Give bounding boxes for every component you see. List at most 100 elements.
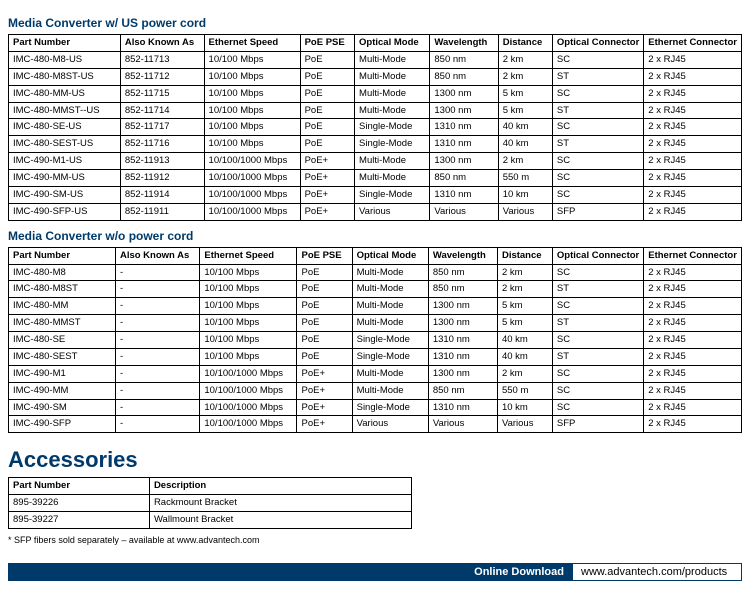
- table-cell: PoE: [297, 281, 352, 298]
- table-row: 895-39227Wallmount Bracket: [9, 512, 412, 529]
- table-cell: 550 m: [497, 382, 552, 399]
- table-cell: SC: [552, 119, 643, 136]
- table-cell: 10/100/1000 Mbps: [200, 365, 297, 382]
- download-url[interactable]: www.advantech.com/products: [572, 563, 742, 581]
- table-cell: -: [115, 365, 199, 382]
- table-cell: 895-39227: [9, 512, 150, 529]
- table-cell: 1310 nm: [428, 399, 497, 416]
- table-cell: 5 km: [497, 315, 552, 332]
- table-cell: Single-Mode: [355, 136, 430, 153]
- table-cell: 10/100 Mbps: [200, 332, 297, 349]
- table-cell: 852-11913: [120, 153, 204, 170]
- table-cell: IMC-480-SEST: [9, 348, 116, 365]
- table-cell: 40 km: [498, 119, 552, 136]
- table-cell: 10/100 Mbps: [200, 348, 297, 365]
- table-cell: PoE+: [297, 382, 352, 399]
- table-cell: 10/100/1000 Mbps: [204, 170, 300, 187]
- table-cell: 10/100/1000 Mbps: [204, 186, 300, 203]
- table-cell: 852-11715: [120, 85, 204, 102]
- table-cell: 10/100 Mbps: [204, 136, 300, 153]
- table-cell: Various: [355, 203, 430, 220]
- table-cell: SC: [552, 51, 643, 68]
- column-header: PoE PSE: [300, 35, 354, 52]
- table-cell: Various: [430, 203, 498, 220]
- table-cell: Multi-Mode: [352, 382, 428, 399]
- column-header: Distance: [497, 247, 552, 264]
- table-cell: IMC-480-M8ST: [9, 281, 116, 298]
- column-header: Description: [149, 478, 411, 495]
- table-cell: 852-11713: [120, 51, 204, 68]
- table-cell: 10/100 Mbps: [204, 85, 300, 102]
- table-cell: 852-11712: [120, 68, 204, 85]
- table-cell: IMC-490-M1: [9, 365, 116, 382]
- table-cell: Multi-Mode: [355, 170, 430, 187]
- table-cell: 2 km: [498, 153, 552, 170]
- table-cell: PoE: [300, 136, 354, 153]
- table-cell: 850 nm: [428, 264, 497, 281]
- table-cell: PoE: [297, 348, 352, 365]
- table-cell: PoE+: [300, 170, 354, 187]
- table-cell: IMC-480-M8ST-US: [9, 68, 121, 85]
- table-cell: SC: [552, 85, 643, 102]
- footnote: * SFP fibers sold separately – available…: [8, 535, 742, 545]
- table-cell: ST: [552, 315, 643, 332]
- table-cell: IMC-480-MMST: [9, 315, 116, 332]
- table-cell: Single-Mode: [352, 399, 428, 416]
- table-cell: 852-11714: [120, 102, 204, 119]
- table-cell: ST: [552, 68, 643, 85]
- table-cell: Single-Mode: [352, 348, 428, 365]
- table-cell: 2 x RJ45: [644, 416, 742, 433]
- table-cell: 10/100/1000 Mbps: [200, 416, 297, 433]
- table-cell: Multi-Mode: [352, 281, 428, 298]
- table-cell: PoE+: [300, 203, 354, 220]
- table-cell: 2 km: [497, 281, 552, 298]
- table-cell: SC: [552, 264, 643, 281]
- table-cell: 10 km: [498, 186, 552, 203]
- table-cell: -: [115, 399, 199, 416]
- table-cell: Multi-Mode: [355, 68, 430, 85]
- table-cell: ST: [552, 281, 643, 298]
- table-cell: 852-11717: [120, 119, 204, 136]
- table-row: 895-39226Rackmount Bracket: [9, 495, 412, 512]
- table-cell: 895-39226: [9, 495, 150, 512]
- table-cell: ST: [552, 102, 643, 119]
- column-header: Part Number: [9, 478, 150, 495]
- table-cell: IMC-490-M1-US: [9, 153, 121, 170]
- table-cell: Multi-Mode: [355, 85, 430, 102]
- table-cell: Multi-Mode: [352, 264, 428, 281]
- table-cell: IMC-480-M8: [9, 264, 116, 281]
- column-header: Part Number: [9, 247, 116, 264]
- table-cell: 1310 nm: [430, 186, 498, 203]
- table-row: IMC-490-SFP-10/100/1000 MbpsPoE+VariousV…: [9, 416, 742, 433]
- table-cell: 2 km: [497, 365, 552, 382]
- column-header: Also Known As: [115, 247, 199, 264]
- table-cell: 2 x RJ45: [644, 399, 742, 416]
- table-cell: IMC-490-SM: [9, 399, 116, 416]
- table-cell: 40 km: [497, 332, 552, 349]
- table-cell: Multi-Mode: [352, 365, 428, 382]
- table-cell: 850 nm: [430, 170, 498, 187]
- table-row: IMC-480-M8ST-US852-1171210/100 MbpsPoEMu…: [9, 68, 742, 85]
- table-cell: 2 x RJ45: [644, 85, 742, 102]
- table-cell: Multi-Mode: [355, 51, 430, 68]
- table-cell: 852-11716: [120, 136, 204, 153]
- table-cell: PoE+: [297, 399, 352, 416]
- table-cell: PoE+: [297, 365, 352, 382]
- table-row: IMC-480-SEST-10/100 MbpsPoESingle-Mode13…: [9, 348, 742, 365]
- table-cell: 10/100 Mbps: [204, 102, 300, 119]
- table-row: IMC-480-MM-10/100 MbpsPoEMulti-Mode1300 …: [9, 298, 742, 315]
- table-cell: 1300 nm: [430, 85, 498, 102]
- column-header: PoE PSE: [297, 247, 352, 264]
- table-cell: Multi-Mode: [352, 298, 428, 315]
- table-row: IMC-480-M8-10/100 MbpsPoEMulti-Mode850 n…: [9, 264, 742, 281]
- table-cell: 40 km: [497, 348, 552, 365]
- table-cell: 852-11911: [120, 203, 204, 220]
- table-cell: SFP: [552, 416, 643, 433]
- table-cell: IMC-480-SEST-US: [9, 136, 121, 153]
- table-cell: Multi-Mode: [355, 153, 430, 170]
- table-cell: 2 x RJ45: [644, 264, 742, 281]
- table-cell: 1310 nm: [428, 332, 497, 349]
- table-cell: -: [115, 264, 199, 281]
- column-header: Ethernet Connector: [644, 247, 742, 264]
- table-cell: 2 x RJ45: [644, 170, 742, 187]
